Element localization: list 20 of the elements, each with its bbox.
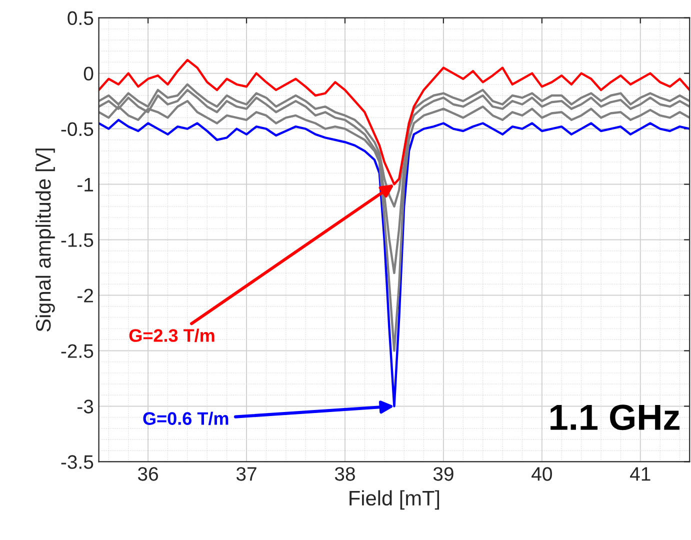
x-tick-label: 38 [334, 467, 355, 481]
x-tick-label: 36 [138, 467, 158, 481]
text: G=2.3 T/m [129, 328, 214, 342]
x-tick-label: 41 [630, 467, 650, 481]
text: G=0.6 T/m [143, 412, 228, 426]
y-tick-label: -3.5 [61, 455, 94, 469]
x-tick-label: 37 [236, 467, 256, 481]
y-tick-label: -1.5 [61, 233, 94, 247]
y-tick-label: -0.5 [61, 122, 94, 136]
x-tick-label: 39 [433, 467, 454, 481]
y-tick-label: 0 [84, 66, 94, 81]
y-tick-label: -1 [78, 178, 94, 192]
y-tick-label: 0.5 [68, 11, 94, 26]
x-tick-label: 40 [532, 467, 552, 481]
y-tick-label: -2.5 [61, 344, 94, 358]
y-axis-title: Signal amplitude [V] [35, 148, 55, 332]
y-tick-label: -2 [78, 288, 93, 302]
annotation: 1.1 GHz [550, 404, 680, 430]
y-tick-label: -3 [78, 400, 94, 414]
x-axis-title: Field [mT] [350, 490, 440, 510]
